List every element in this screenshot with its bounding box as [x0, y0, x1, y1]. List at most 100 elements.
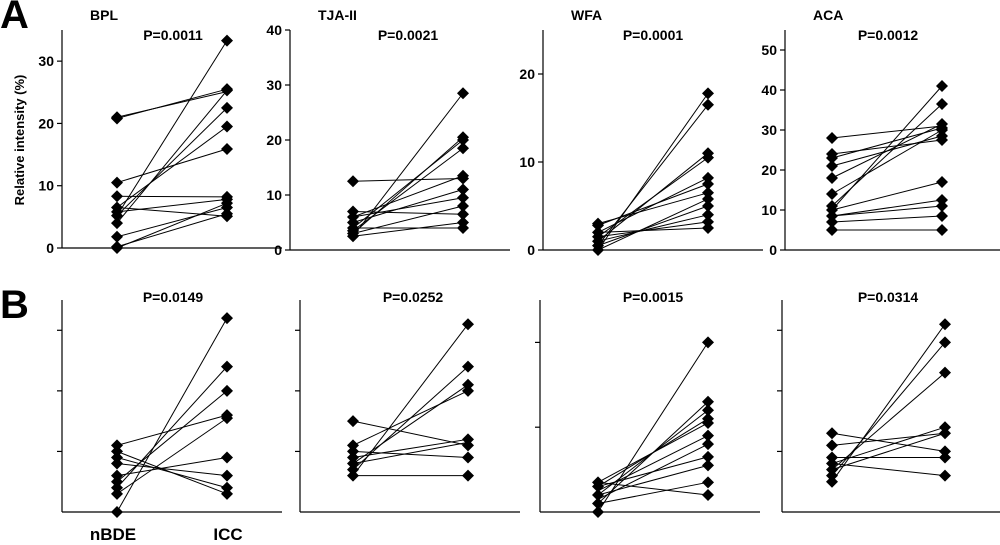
y-tick-label: 30	[38, 53, 54, 69]
icc-point	[457, 191, 469, 204]
pair-line	[116, 450, 228, 495]
pair-line	[116, 317, 228, 513]
p-value-label: P=0.0012	[858, 27, 919, 43]
y-tick-label: 10	[519, 154, 535, 170]
y-tick-label: 40	[761, 82, 777, 98]
icc-point	[462, 318, 474, 331]
pair-line	[116, 90, 228, 224]
nbde-point	[592, 476, 604, 489]
pair-line	[116, 202, 228, 249]
icc-point	[462, 378, 474, 391]
icc-point	[939, 421, 951, 434]
nbde-point	[347, 451, 359, 464]
nbde-point	[347, 445, 359, 458]
nbde-point	[826, 427, 838, 440]
nbde-point	[347, 205, 359, 218]
nbde-point	[111, 475, 123, 488]
icc-point	[221, 360, 233, 373]
pair-line	[597, 93, 709, 251]
pair-line	[597, 227, 709, 233]
y-tick-label: 20	[519, 66, 535, 82]
y-tick-label: 50	[761, 42, 777, 58]
pair-line	[597, 221, 709, 238]
pair-line	[597, 214, 709, 242]
icc-point	[936, 224, 948, 236]
chart-panel-7: P=0.0015	[535, 289, 760, 518]
pair-line	[116, 198, 228, 213]
pair-line	[831, 135, 943, 167]
icc-point	[702, 404, 714, 417]
y-tick-label: 40	[266, 22, 282, 38]
y-tick-label: 10	[761, 202, 777, 218]
pair-line	[597, 481, 709, 505]
icc-point	[702, 192, 714, 205]
y-tick-label: 30	[266, 77, 282, 93]
icc-point	[457, 169, 469, 182]
y-tick-label: 30	[761, 122, 777, 138]
nbde-point	[111, 176, 123, 189]
pair-line	[116, 213, 228, 248]
icc-point	[221, 481, 233, 494]
nbde-point	[111, 230, 123, 243]
pair-line	[831, 199, 943, 217]
pair-line	[831, 426, 946, 465]
nbde-point	[111, 487, 123, 500]
pair-line	[352, 450, 469, 458]
y-tick-label: 20	[38, 115, 54, 131]
icc-point	[462, 384, 474, 397]
panel-label-b: B	[0, 283, 29, 327]
icc-point	[702, 171, 714, 184]
pair-line	[831, 463, 946, 477]
pair-line	[116, 366, 228, 489]
panel-title: WFA	[571, 7, 602, 23]
nbde-point	[826, 160, 838, 172]
icc-point	[702, 215, 714, 228]
pair-line	[597, 456, 709, 488]
icc-point	[462, 439, 474, 452]
icc-point	[702, 147, 714, 160]
icc-point	[221, 451, 233, 464]
pair-line	[352, 441, 469, 465]
nbde-point	[111, 481, 123, 494]
nbde-point	[111, 217, 123, 230]
nbde-point	[111, 469, 123, 482]
icc-point	[939, 445, 951, 458]
icc-point	[221, 142, 233, 155]
icc-point	[221, 312, 233, 325]
icc-point	[457, 216, 469, 229]
icc-point	[702, 178, 714, 190]
panels: 0 10 20 30 BPL P=0.0011 0 10 20 30 40 TJA-II P=0.002…	[38, 7, 1000, 518]
icc-point	[221, 34, 233, 47]
icc-point	[462, 360, 474, 373]
pair-line	[116, 88, 228, 119]
icc-point	[221, 190, 233, 203]
icc-point	[702, 222, 714, 234]
y-tick-label: 20	[761, 162, 777, 178]
icc-point	[702, 429, 714, 442]
pair-line	[831, 432, 946, 471]
chart-panel-4: 0 10 20 30 40 50 ACA P=0.0012	[761, 7, 1000, 258]
nbde-point	[111, 201, 123, 214]
icc-point	[457, 200, 469, 212]
icc-point	[462, 433, 474, 446]
nbde-point	[111, 451, 123, 464]
pair-line	[116, 463, 228, 477]
icc-point	[702, 412, 714, 425]
nbde-point	[826, 148, 838, 160]
pair-line	[352, 211, 464, 215]
nbde-point	[826, 188, 838, 200]
icc-point	[462, 469, 474, 482]
nbde-point	[592, 489, 604, 502]
nbde-point	[592, 226, 604, 239]
pair-line	[831, 103, 943, 207]
chart-panel-3: 0 10 20 WFA P=0.0001	[519, 7, 763, 258]
pair-line	[597, 464, 709, 496]
pair-line	[831, 127, 943, 159]
pair-line	[116, 40, 228, 216]
icc-point	[702, 336, 714, 349]
nbde-point	[347, 463, 359, 476]
icc-point	[221, 469, 233, 482]
icc-point	[702, 459, 714, 472]
nbde-point	[111, 457, 123, 470]
icc-point	[457, 131, 469, 144]
